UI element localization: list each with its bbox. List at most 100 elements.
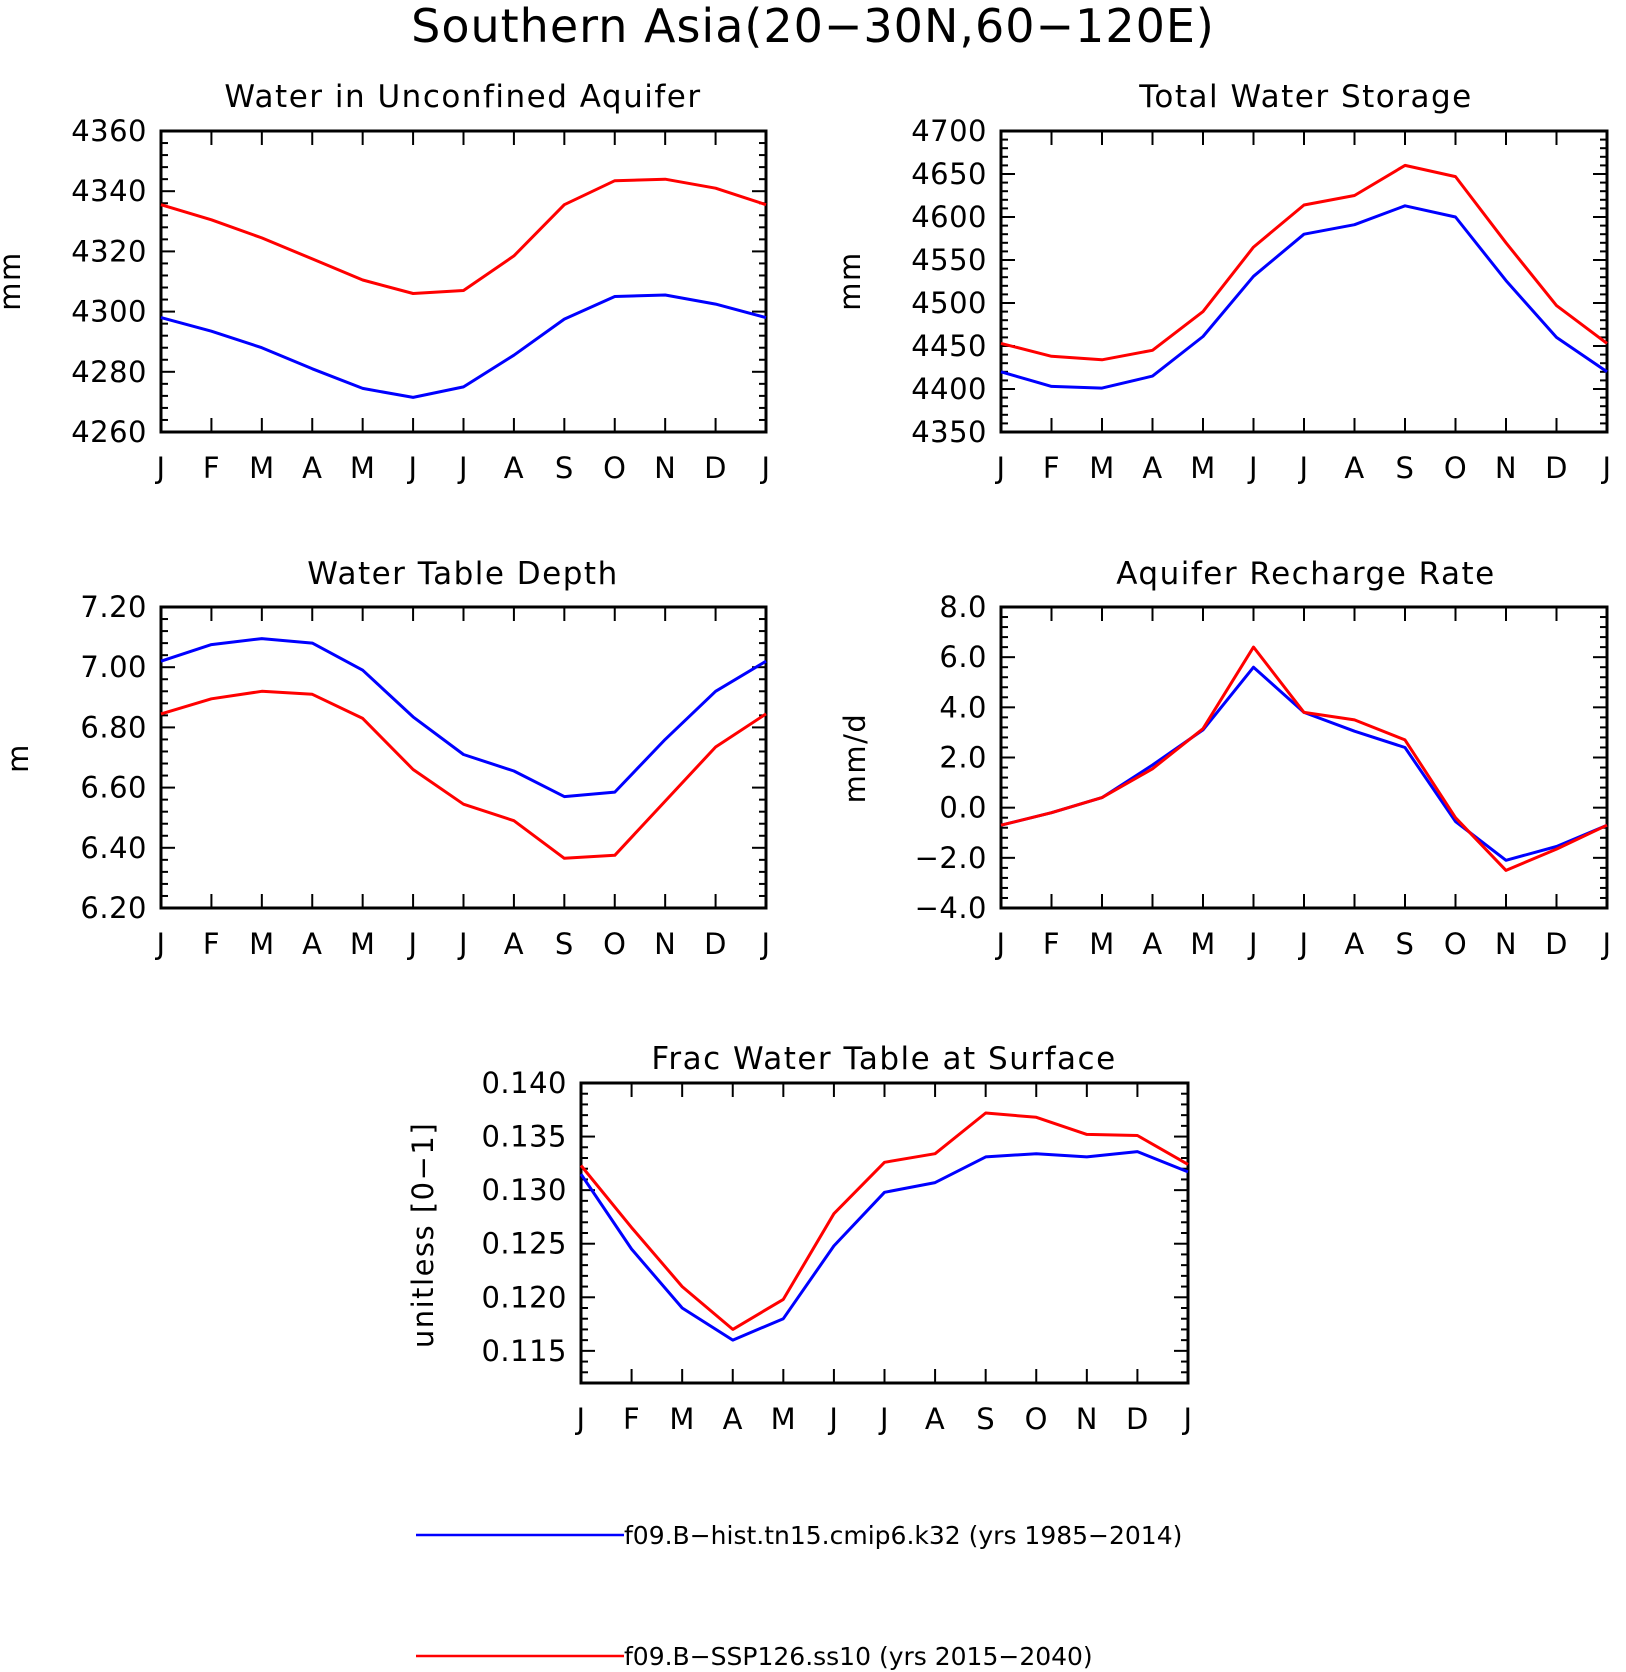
x-tick-label: D [704, 927, 727, 961]
plot-area: −4.0−2.00.02.04.06.08.0J F M A M J J A S O N D J [915, 590, 1611, 961]
series-line-ssp [160, 689, 767, 860]
x-tick-label: J [574, 1402, 585, 1436]
x-tick-label: M [1190, 451, 1216, 485]
x-tick-label: S [555, 451, 574, 485]
x-tick-label: M [771, 1402, 797, 1436]
series-line-ssp [1000, 163, 1608, 362]
y-tick-label: 4400 [911, 372, 987, 406]
series-line-hist [579, 1150, 1189, 1342]
panel-title: Water Table Depth [307, 556, 618, 592]
x-tick-label: N [654, 927, 676, 961]
panel-title: Total Water Storage [1138, 79, 1473, 115]
y-tick-label: 4300 [71, 295, 147, 329]
x-tick-label: J [457, 451, 468, 485]
x-tick-label: J [1600, 927, 1611, 961]
y-tick-label: 4340 [71, 174, 147, 208]
x-tick-label: J [1297, 927, 1308, 961]
y-tick-label: 4350 [911, 415, 987, 449]
x-tick-label: M [1089, 451, 1115, 485]
panel-unconfined-aquifer: Water in Unconfined Aquifer 4260 4280 4300… [0, 79, 770, 485]
y-tick-label: 4320 [71, 234, 147, 268]
y-tick-label: 4500 [911, 286, 987, 320]
x-tick-label: N [1495, 927, 1517, 961]
series-line-hist [1000, 665, 1608, 862]
x-tick-label: J [1247, 927, 1258, 961]
x-tick-label: M [350, 451, 376, 485]
x-tick-label: F [1043, 927, 1060, 961]
y-tick-label: 4650 [911, 157, 987, 191]
x-tick-label: O [603, 927, 626, 961]
y-axis-label: mm [833, 251, 867, 311]
y-tick-label: 4280 [71, 355, 147, 389]
x-tick-label: M [669, 1402, 695, 1436]
y-tick-label: 4700 [911, 114, 987, 148]
y-axis-label: mm [0, 251, 27, 311]
panel-total-water-storage: Total Water Storage 4350 4400 4450 4500 4550… [833, 79, 1611, 485]
x-tick-label: O [603, 451, 626, 485]
y-tick-label: 4600 [911, 200, 987, 234]
x-tick-label: F [1043, 451, 1060, 485]
panel-water-table-depth: Water Table Depth 6.20 6.40 6.60 6.80 7.00 7.… [1, 556, 770, 961]
y-axis-label: mm/d [838, 713, 872, 804]
panel-frac-water-table: Frac Water Table at Surface 0.115 0.120 0.… [406, 1041, 1192, 1436]
x-tick-label: J [407, 927, 418, 961]
x-tick-label: N [654, 451, 676, 485]
x-tick-label: J [1600, 451, 1611, 485]
x-tick-label: M [249, 927, 275, 961]
plot-frame [159, 605, 768, 910]
series-line-hist [160, 637, 767, 799]
x-tick-label: J [994, 451, 1005, 485]
x-tick-label: J [878, 1402, 889, 1436]
series-line-ssp [1000, 645, 1608, 872]
y-tick-label: 4550 [911, 243, 987, 277]
x-tick-label: S [1396, 451, 1415, 485]
panel-title: Water in Unconfined Aquifer [224, 79, 701, 115]
x-tick-label: J [759, 927, 770, 961]
x-tick-label: M [249, 451, 275, 485]
x-tick-label: M [1190, 927, 1216, 961]
y-axis-label: m [1, 743, 35, 773]
y-tick-label: 2.0 [939, 741, 987, 775]
x-tick-label: J [994, 927, 1005, 961]
x-tick-label: J [1181, 1402, 1192, 1436]
series-line-ssp [160, 177, 767, 295]
legend-label-ssp: f09.B−SSP126.ss10 (yrs 2015−2040) [624, 1642, 1093, 1671]
x-tick-label: J [1247, 451, 1258, 485]
x-tick-label: J [1297, 451, 1308, 485]
x-tick-label: A [1142, 451, 1162, 485]
y-tick-label: 4360 [71, 114, 147, 148]
x-tick-label: D [1545, 451, 1568, 485]
y-tick-label: 0.0 [939, 791, 987, 825]
x-tick-label: S [555, 927, 574, 961]
x-tick-label: A [302, 451, 322, 485]
x-tick-label: M [350, 927, 376, 961]
x-tick-label: F [623, 1402, 640, 1436]
y-tick-label: 4.0 [939, 690, 987, 724]
panel-title: Frac Water Table at Surface [651, 1041, 1116, 1077]
y-tick-label: 0.140 [481, 1066, 567, 1100]
series-line-hist [1000, 204, 1608, 390]
y-tick-label: 0.120 [481, 1280, 567, 1314]
x-tick-label: J [827, 1402, 838, 1436]
figure-title: Southern Asia(20−30N,60−120E) [411, 0, 1215, 53]
y-tick-label: 6.80 [80, 710, 147, 744]
x-tick-label: A [504, 451, 524, 485]
x-tick-label: S [976, 1402, 995, 1436]
y-tick-label: −2.0 [915, 841, 987, 875]
y-axis-label: unitless [0−1] [406, 1122, 440, 1348]
y-tick-label: 4260 [71, 415, 147, 449]
x-tick-label: N [1495, 451, 1517, 485]
y-tick-label: 4450 [911, 329, 987, 363]
y-tick-label: 7.20 [80, 590, 147, 624]
y-tick-label: 0.115 [481, 1334, 567, 1368]
y-tick-label: 6.60 [80, 771, 147, 805]
x-tick-label: F [203, 451, 220, 485]
panel-aquifer-recharge-rate: Aquifer Recharge Rate −4.0 −2.0 0.0 2.0 4.0 6… [838, 556, 1611, 961]
y-tick-label: 8.0 [939, 590, 987, 624]
y-tick-label: 0.125 [481, 1227, 567, 1261]
legend: f09.B−hist.tn15.cmip6.k32 (yrs 1985−2014… [416, 1521, 1182, 1671]
legend-label-hist: f09.B−hist.tn15.cmip6.k32 (yrs 1985−2014… [624, 1521, 1182, 1550]
